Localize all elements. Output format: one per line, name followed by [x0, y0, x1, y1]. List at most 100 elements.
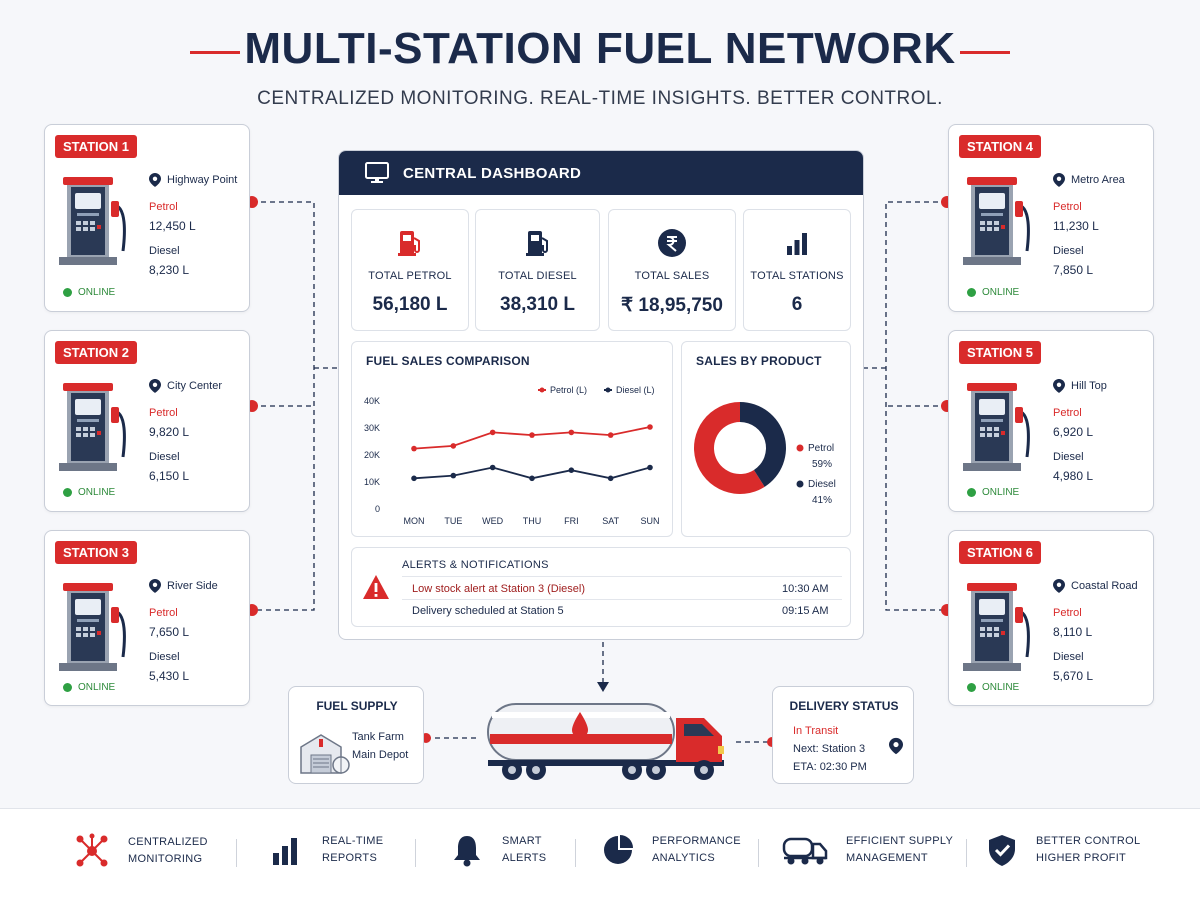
petrol-label: Petrol [149, 201, 178, 213]
feature-line-2: REPORTS [322, 852, 378, 864]
kpi-total-stations[interactable]: TOTAL STATIONS 6 [743, 209, 851, 331]
y-tick-label: 10K [364, 477, 380, 487]
feature-real-time-reports: REAL-TIME REPORTS [270, 833, 383, 867]
data-point [568, 429, 575, 436]
legend-dot [605, 387, 611, 393]
legend-dot [539, 387, 545, 393]
delivery-title: DELIVERY STATUS [789, 699, 899, 713]
status-text: ONLINE [982, 487, 1020, 498]
station-badge: STATION 3 [55, 541, 137, 564]
diesel-value: 4,980 L [1053, 469, 1094, 483]
status-badge: ONLINE [63, 682, 115, 693]
kpi-total-sales[interactable]: TOTAL SALES ₹ 18,95,750 [608, 209, 736, 331]
station-location-name: City Center [167, 380, 223, 392]
petrol-value: 9,820 L [149, 425, 190, 439]
kpi-label: TOTAL STATIONS [750, 270, 844, 282]
delivery-status-text: In Transit [793, 725, 839, 737]
chart-title: FUEL SALES COMPARISON [366, 354, 530, 368]
data-point [647, 424, 653, 430]
fuel-pump-icon [963, 583, 1030, 671]
legend-label: Diesel [808, 479, 836, 490]
alerts-title: ALERTS & NOTIFICATIONS [402, 559, 549, 571]
feature-line-1: REAL-TIME [322, 835, 384, 847]
feature-smart-alerts: SMART ALERTS [450, 833, 546, 867]
station-badge: STATION 1 [55, 135, 137, 158]
status-text: ONLINE [78, 682, 116, 693]
alert-item-time: 10:30 AM [782, 583, 829, 595]
map-pin-icon [1053, 579, 1065, 593]
station-card-6[interactable]: STATION 6 Coastal Road Petrol 8,110 L Di… [948, 530, 1154, 706]
diesel-label: Diesel [1053, 245, 1084, 257]
data-point [411, 445, 417, 452]
petrol-value: 7,650 L [149, 625, 190, 639]
alert-item-time: 09:15 AM [782, 605, 829, 617]
x-tick-label: SAT [602, 516, 619, 526]
station-badge: STATION 6 [959, 541, 1041, 564]
fuel-supply-title: FUEL SUPPLY [316, 699, 398, 713]
depot-icon [300, 734, 350, 774]
alert-item-text[interactable]: Delivery scheduled at Station 5 [412, 605, 564, 617]
station-card-3[interactable]: STATION 3 River Side Petrol 7,650 L Dies… [44, 530, 250, 706]
diesel-label: Diesel [149, 651, 180, 663]
feature-line-1: CENTRALIZED [128, 836, 208, 848]
petrol-value: 8,110 L [1053, 625, 1093, 639]
fuel-supply-card[interactable]: FUEL SUPPLY Tank Farm Main Depot [288, 686, 424, 784]
online-dot-icon [967, 288, 976, 297]
alerts-divider [402, 576, 842, 577]
feature-separator [758, 839, 759, 867]
tanker-truck-icon [487, 703, 724, 780]
kpi-label: TOTAL SALES [634, 270, 710, 282]
warning-icon [363, 575, 389, 599]
diesel-value: 7,850 L [1053, 263, 1094, 277]
x-tick-label: SUN [640, 516, 659, 526]
station-location: Hill Top [1053, 379, 1107, 393]
title-right-line [960, 51, 1010, 54]
kpi-total-petrol[interactable]: TOTAL PETROL 56,180 L [351, 209, 469, 331]
x-tick-label: FRI [564, 516, 579, 526]
supply-line-2: Main Depot [352, 749, 409, 761]
feature-bar: CENTRALIZED MONITORING REAL-TIME REPORTS S… [0, 808, 1200, 900]
data-point [489, 464, 496, 471]
y-tick-label: 0 [375, 504, 380, 514]
feature-separator [415, 839, 416, 867]
petrol-label: Petrol [149, 607, 178, 619]
feature-performance-analytics: PERFORMANCE ANALYTICS [602, 833, 741, 867]
delivery-status-card[interactable]: DELIVERY STATUS In Transit Next: Station… [772, 686, 914, 784]
data-point [529, 475, 535, 482]
data-point [489, 429, 496, 436]
data-point [568, 467, 575, 473]
x-tick-label: WED [482, 516, 503, 526]
bar-chart-icon [787, 233, 807, 255]
x-tick-label: THU [523, 516, 542, 526]
alerts-divider [402, 599, 842, 600]
online-dot-icon [63, 288, 72, 297]
alert-item-text[interactable]: Low stock alert at Station 3 (Diesel) [412, 583, 586, 595]
feature-line-2: MONITORING [128, 853, 203, 865]
online-dot-icon [967, 488, 976, 497]
status-text: ONLINE [982, 682, 1020, 693]
data-point [411, 475, 417, 482]
network-icon [76, 833, 108, 867]
feature-better-control: BETTER CONTROL HIGHER PROFIT [986, 833, 1140, 867]
fuel-sales-line-chart: 0 10K 20K 30K 40K MON TUE WED THU FRI SAT SUN Petrol… [364, 385, 660, 526]
station-card-2[interactable]: STATION 2 City Center Petrol 9,820 L Die… [44, 330, 250, 512]
left-trunk-line [252, 201, 315, 611]
station-card-1[interactable]: STATION 1 Highway Point Petrol 12,450 L … [44, 124, 250, 312]
fuel-pump-icon [59, 583, 126, 671]
kpi-value: 38,310 L [500, 294, 575, 315]
station-card-4[interactable]: STATION 4 Metro Area Petrol 11,230 L Die… [948, 124, 1154, 312]
online-dot-icon [967, 683, 976, 692]
status-text: ONLINE [78, 487, 116, 498]
station-badge: STATION 5 [959, 341, 1041, 364]
feature-line-1: SMART [502, 835, 542, 847]
petrol-label: Petrol [1053, 407, 1082, 419]
station-card-5[interactable]: STATION 5 Hill Top Petrol 6,920 L Diesel… [948, 330, 1154, 512]
diesel-label: Diesel [1053, 651, 1084, 663]
feature-line-1: PERFORMANCE [652, 835, 741, 847]
status-badge: ONLINE [63, 287, 115, 298]
kpi-total-diesel[interactable]: TOTAL DIESEL 38,310 L [475, 209, 600, 331]
kpi-value: 56,180 L [372, 294, 448, 315]
feature-line-1: EFFICIENT SUPPLY [846, 835, 954, 847]
pie-slice-petrol [694, 402, 765, 494]
down-arrow-icon [597, 682, 609, 692]
